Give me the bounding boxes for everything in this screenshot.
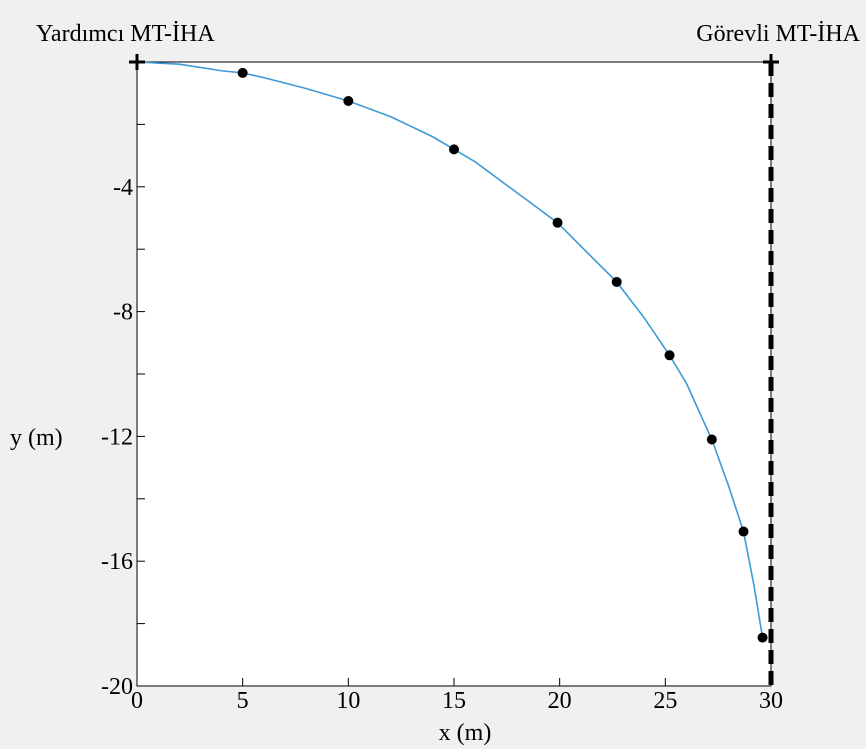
x-tick-label-0: 0	[131, 688, 143, 714]
x-tick-label-6: 30	[759, 688, 783, 714]
tick-labels: 0 5 10 15 20 25 30 -20 -16 -12 -8 -4	[101, 175, 783, 714]
annotations: Yardımcı MT-İHA Görevli MT-İHA	[36, 21, 861, 70]
x-tick-label-3: 15	[442, 688, 466, 714]
data-point-5	[664, 350, 675, 361]
x-tick-label-5: 25	[653, 688, 677, 714]
data-markers	[237, 67, 768, 643]
x-axis-label: x (m)	[439, 720, 492, 746]
annotation-1: Görevli MT-İHA	[696, 21, 861, 70]
y-axis-label: y (m)	[10, 425, 63, 451]
y-tick-label-4: -4	[113, 175, 133, 201]
annotation-label-1: Görevli MT-İHA	[696, 21, 860, 47]
x-tick-label-1: 5	[237, 688, 249, 714]
data-point-8	[757, 632, 768, 643]
x-tick-label-4: 20	[548, 688, 572, 714]
plot-area	[136, 61, 772, 687]
data-point-0	[237, 67, 248, 78]
data-point-1	[343, 96, 354, 106]
data-point-4	[611, 276, 622, 287]
data-point-6	[706, 434, 717, 445]
y-tick-label-3: -8	[113, 300, 133, 326]
y-tick-label-1: -16	[101, 549, 133, 575]
y-tick-label-2: -12	[101, 424, 133, 450]
trajectory-curve	[136, 61, 764, 638]
annotation-label-0: Yardımcı MT-İHA	[36, 21, 215, 47]
y-tick-label-0: -20	[101, 674, 133, 700]
x-tick-label-2: 10	[336, 688, 360, 714]
data-point-2	[449, 144, 459, 155]
curve-line	[136, 61, 764, 638]
data-point-7	[738, 526, 749, 537]
data-point-3	[552, 217, 563, 228]
annotation-0: Yardımcı MT-İHA	[36, 21, 215, 70]
